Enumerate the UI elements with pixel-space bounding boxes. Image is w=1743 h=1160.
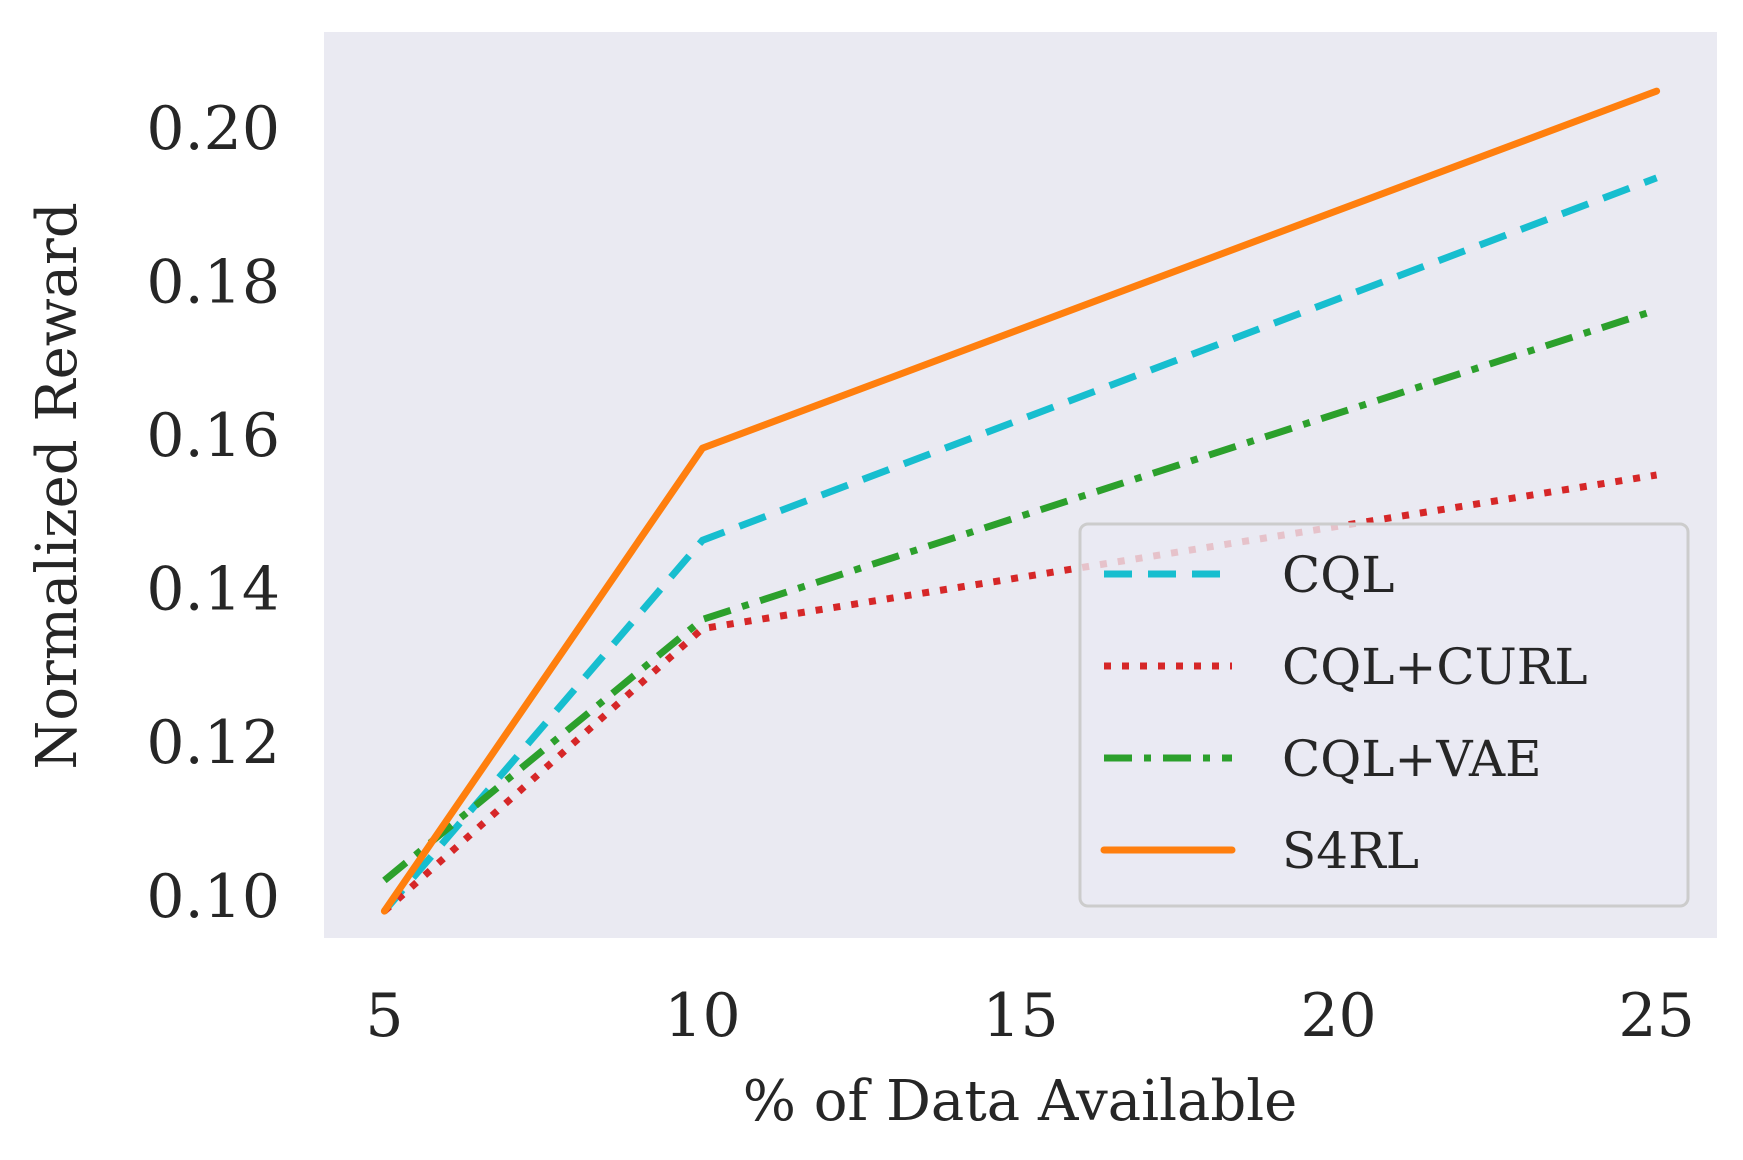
y-tick-label: 0.18 — [146, 248, 280, 318]
x-tick-label: 25 — [1618, 981, 1694, 1051]
series-line-s4rl — [380, 87, 1661, 915]
series-line-cql-vae — [382, 306, 1658, 884]
x-tick-label: 15 — [982, 981, 1058, 1051]
series-line-cql — [381, 174, 1658, 914]
x-tick-label: 5 — [365, 981, 403, 1051]
series-lines — [380, 87, 1661, 915]
y-tick-labels: 0.10 0.12 0.14 0.16 0.18 0.20 — [146, 94, 280, 932]
y-tick-label: 0.10 — [146, 862, 280, 932]
y-tick-label: 0.16 — [146, 401, 280, 471]
legend-label-cql-vae: CQL+VAE — [1282, 730, 1542, 788]
y-axis-label: Normalized Reward — [25, 202, 90, 769]
y-tick-label: 0.12 — [146, 708, 280, 778]
y-tick-label: 0.20 — [146, 94, 280, 164]
legend-label-cql: CQL — [1282, 546, 1394, 604]
x-axis-label: % of Data Available — [743, 1069, 1298, 1134]
x-tick-label: 10 — [664, 981, 740, 1051]
y-tick-label: 0.14 — [146, 555, 280, 625]
legend-frame — [1078, 522, 1690, 908]
legend-label-cql-curl: CQL+CURL — [1282, 638, 1588, 696]
legend: CQL CQL+CURL CQL+VAE S4RL — [1078, 522, 1690, 908]
x-tick-label: 20 — [1300, 981, 1376, 1051]
legend-label-s4rl: S4RL — [1282, 822, 1419, 880]
x-tick-labels: 5 10 15 20 25 — [365, 981, 1694, 1051]
